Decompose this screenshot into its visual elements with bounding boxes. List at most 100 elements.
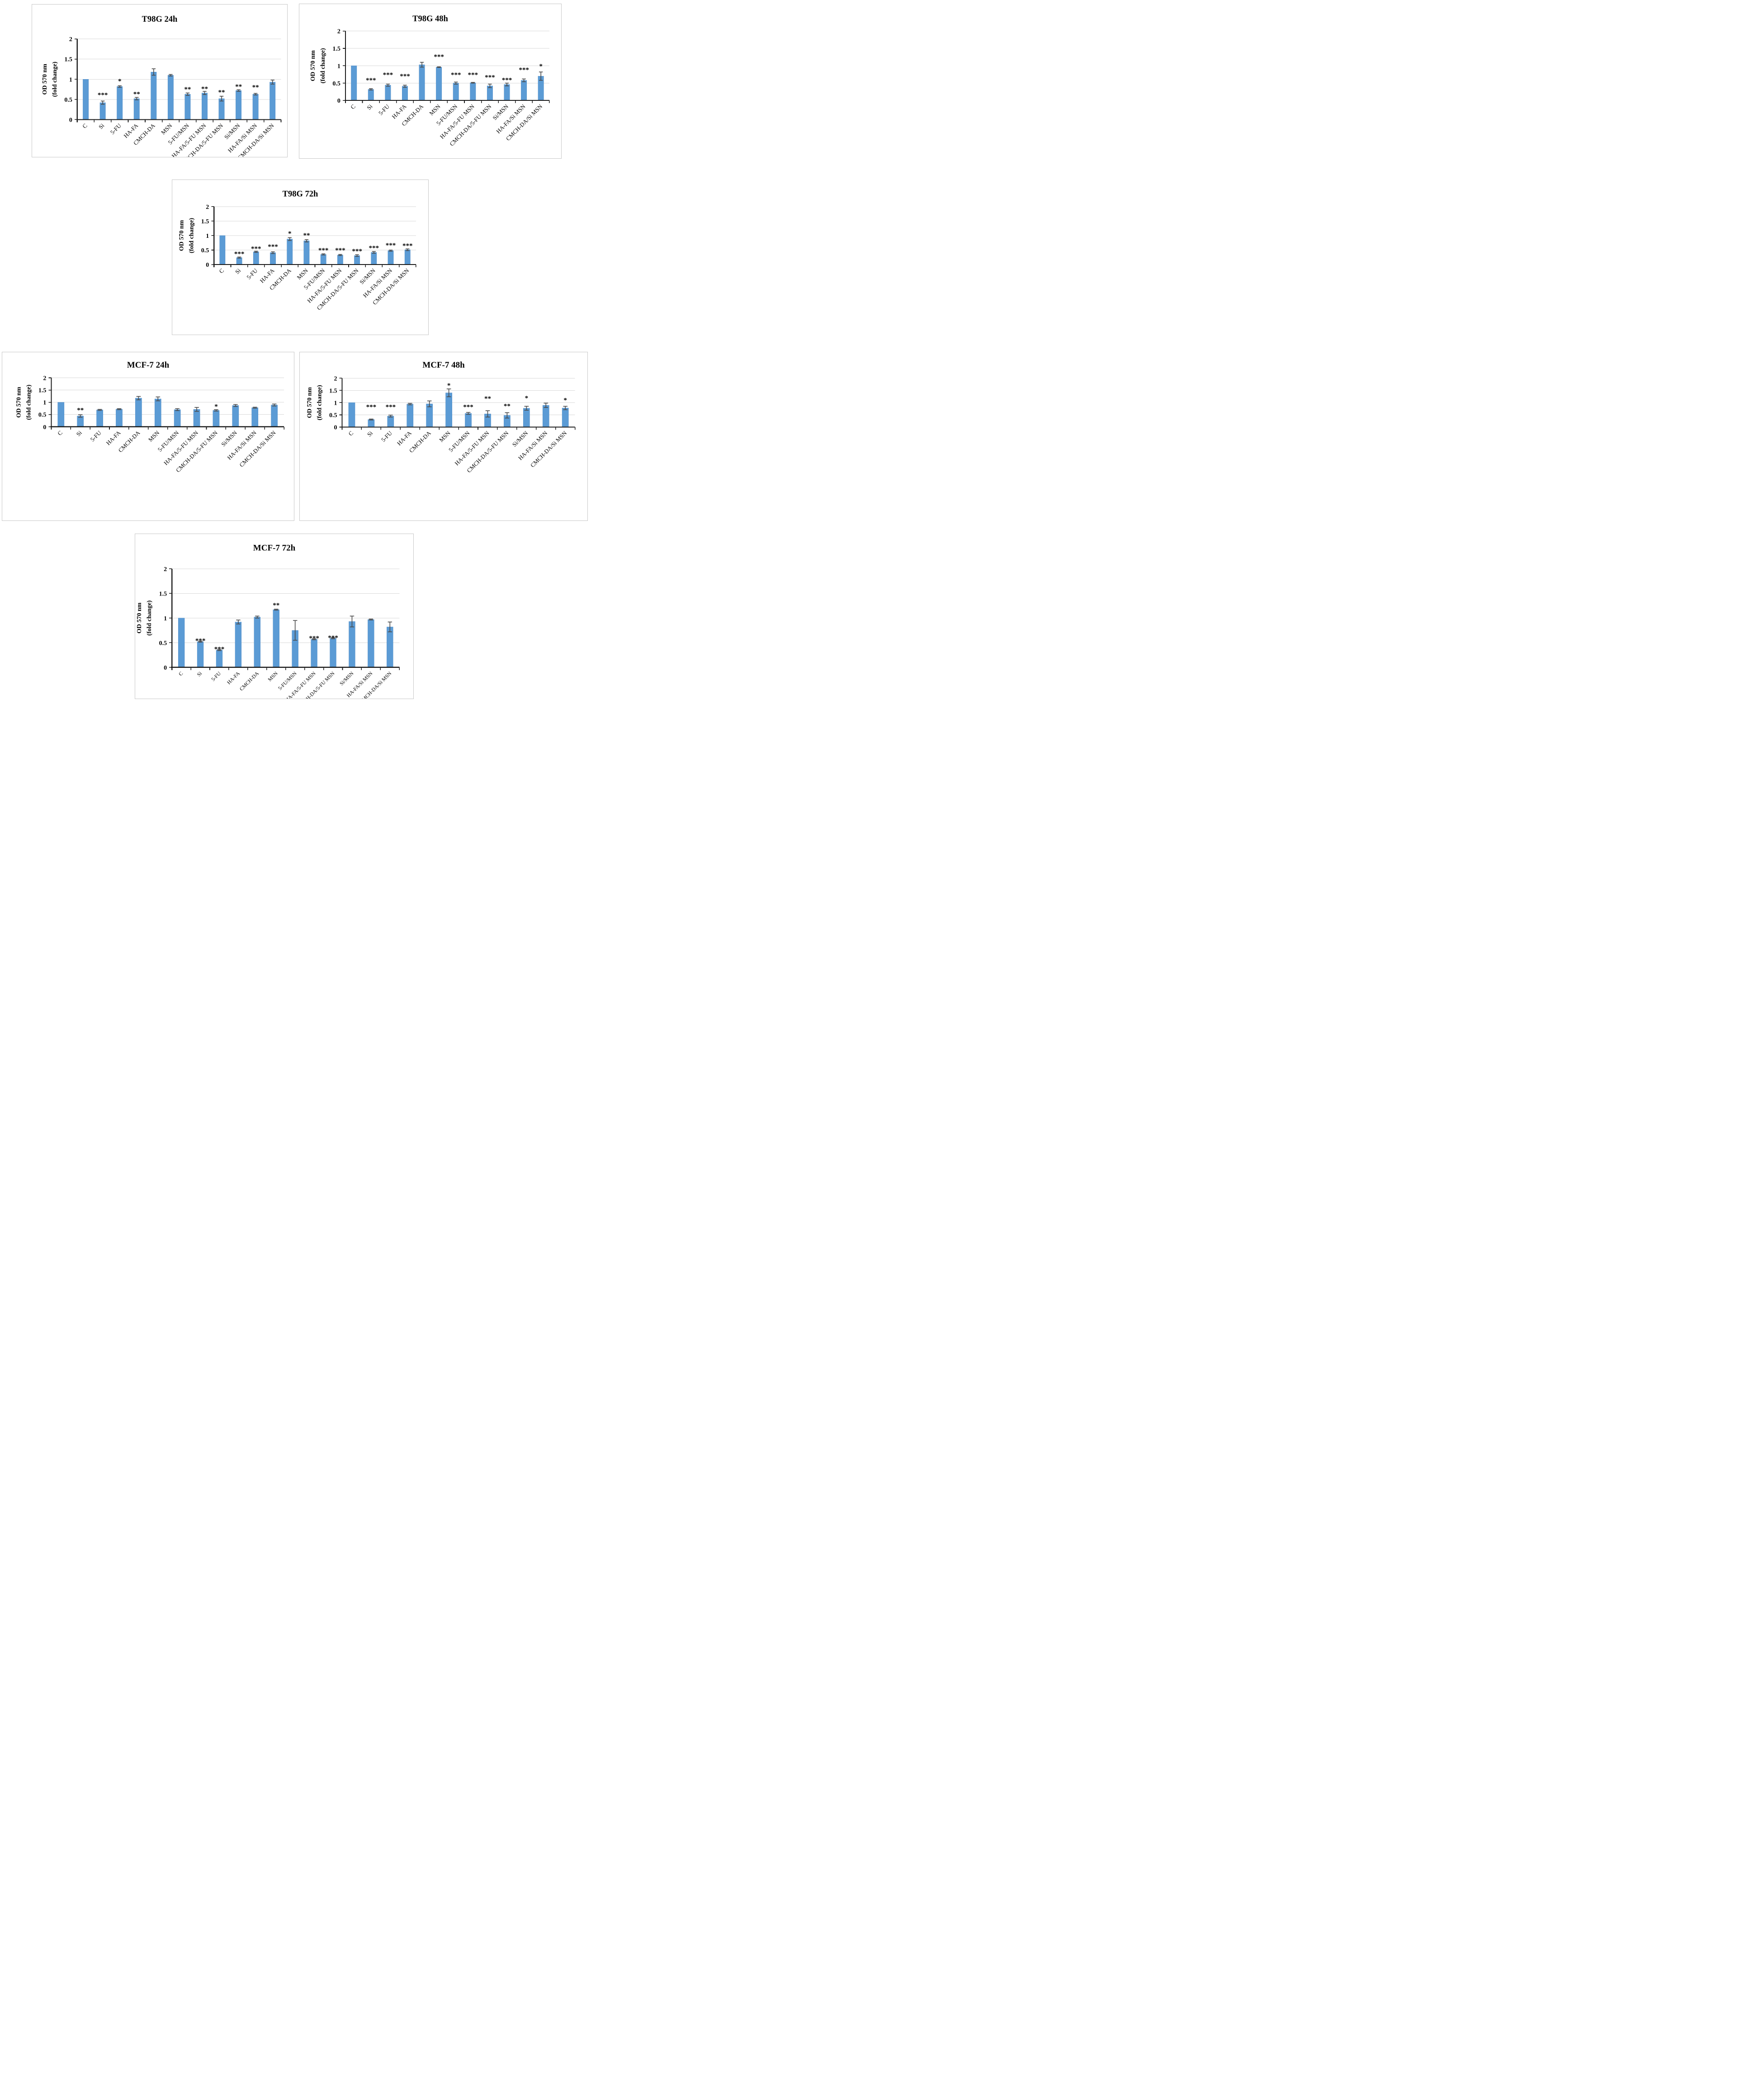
panel-t98g-48h: *** *** *** *** *** *** *** *** *** * 0 0.5 1 1.5 2 C Si… (299, 4, 562, 159)
error-bar (151, 68, 156, 76)
significance-stars: *** (383, 71, 393, 79)
y-axis-label-line2: (fold change) (52, 61, 58, 97)
bar-cmch-da (426, 403, 433, 427)
x-tick-label-c: C (218, 267, 225, 275)
panel-t98g-24h: *** * ** ** ** ** ** ** 0 0.5 1 1.5 2 C Si 5-FU HA-FA CMC… (32, 4, 288, 157)
bar-5-fu-msn (174, 409, 181, 427)
significance-stars: *** (268, 243, 278, 251)
x-tick-label-ha-fa-si-msn: HA-FA/Si MSN (495, 103, 527, 135)
bar-ha-fa (235, 622, 242, 668)
bar-si (77, 416, 84, 427)
panel-mcf7-48h: *** *** * *** ** ** * * 0 0.5 1 1.5 2 C Si 5-FU HA-FA CMC… (299, 352, 588, 521)
error-bar (403, 85, 407, 88)
bar-msn (445, 392, 452, 427)
bar-cmch-da-si-msn (387, 627, 393, 668)
error-bar (236, 619, 241, 624)
x-tick-label-si-msn: Si/MSN (511, 430, 530, 448)
bar-5-fu-msn (465, 413, 472, 427)
error-bar (388, 415, 393, 418)
bar-si-msn (523, 408, 530, 427)
y-tick-label: 2 (337, 28, 341, 35)
chart-title: T98G 72h (283, 190, 318, 199)
significance-stars: *** (335, 247, 345, 254)
bar-5-fu-msn (320, 254, 326, 265)
bar-ha-fa-5-fu-msn (193, 409, 200, 427)
error-bar (233, 404, 238, 407)
x-tick-label-msn: MSN (438, 430, 452, 444)
bar-si (368, 419, 375, 427)
error-bar (454, 81, 458, 85)
x-tick-label-c: C (178, 671, 184, 677)
bar-ha-fa-si-msn (252, 94, 259, 120)
y-tick-label: 1 (334, 400, 337, 407)
error-bar (563, 406, 568, 410)
bar-cmch-da-si-msn (271, 405, 278, 427)
y-axis-label-line1: OD 570 nm (306, 387, 313, 418)
x-tick-label-ha-fa: HA-FA (396, 430, 413, 447)
bar-5-fu (96, 410, 103, 427)
chart-title: MCF-7 48h (422, 360, 465, 370)
error-bar (505, 82, 509, 86)
x-tick-label-5-fu: 5-FU (377, 103, 391, 116)
error-bar (471, 82, 475, 84)
error-bar (255, 615, 260, 619)
significance-stars: ** (201, 85, 208, 93)
significance-stars: *** (502, 76, 512, 84)
significance-stars: *** (434, 53, 444, 61)
error-bar (304, 239, 309, 242)
y-tick-label: 1 (164, 615, 167, 622)
error-bar (136, 396, 141, 401)
error-bar (156, 396, 161, 402)
bar-cmch-da (287, 239, 293, 265)
error-bar (388, 621, 392, 633)
significance-stars: *** (98, 92, 108, 99)
bar-ha-fa-si-msn (251, 407, 259, 427)
y-tick-label: 1.5 (201, 218, 209, 225)
y-tick-label: 0.5 (201, 247, 209, 254)
y-axis-label-line1: OD 570 nm (310, 50, 317, 81)
significance-stars: ** (273, 602, 279, 609)
bar-msn (273, 610, 279, 668)
error-bar (270, 80, 274, 85)
significance-stars: ** (303, 232, 310, 239)
y-tick-label: 0.5 (159, 640, 167, 647)
bar-ha-fa-si-msn (368, 619, 374, 668)
bar-c (351, 66, 357, 101)
y-tick-label: 0.5 (329, 412, 337, 419)
error-bar (100, 100, 105, 105)
chart-title: T98G 24h (142, 15, 178, 24)
bar-c (348, 402, 355, 427)
y-tick-label: 1.5 (159, 591, 167, 597)
y-tick-label: 1 (337, 63, 341, 70)
bar-cmch-da (254, 617, 260, 668)
y-tick-label: 2 (43, 375, 46, 382)
x-tick-label-msn: MSN (296, 267, 310, 281)
bar-msn (436, 67, 442, 101)
error-bar (488, 84, 492, 88)
x-tick-label-si: Si (75, 429, 84, 438)
x-tick-label-c: C (349, 103, 357, 111)
y-tick-label: 1.5 (64, 57, 72, 63)
significance-stars: ** (235, 83, 242, 90)
significance-stars: ** (504, 402, 511, 410)
y-tick-label: 1.5 (329, 388, 337, 394)
y-tick-label: 2 (69, 36, 72, 43)
significance-stars: *** (366, 77, 376, 84)
error-bar (369, 619, 374, 620)
error-bar (117, 408, 122, 410)
error-bar (485, 410, 490, 418)
significance-stars: ** (484, 395, 491, 402)
bar-cmch-da-5-fu-msn (213, 410, 220, 427)
error-bar (272, 403, 277, 407)
y-tick-label: 0 (337, 98, 341, 104)
bar-si (236, 257, 242, 265)
error-bar (539, 71, 543, 81)
error-bar (321, 253, 326, 255)
y-tick-label: 0.5 (332, 80, 341, 87)
y-tick-label: 1 (69, 76, 72, 83)
bar-si (99, 102, 106, 120)
bar-5-fu (387, 416, 394, 427)
y-tick-label: 0 (334, 425, 337, 431)
bar-ha-fa (133, 98, 140, 120)
bar-ha-fa-si-msn (388, 251, 394, 265)
